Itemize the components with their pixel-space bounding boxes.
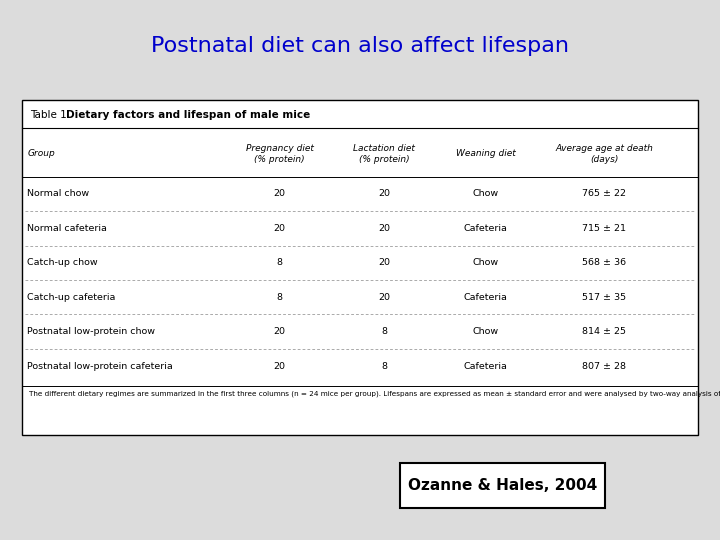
Text: Pregnancy diet
(% protein): Pregnancy diet (% protein) — [246, 144, 313, 164]
Text: 20: 20 — [274, 362, 285, 370]
Text: Dietary factors and lifespan of male mice: Dietary factors and lifespan of male mic… — [66, 110, 310, 120]
Text: Normal chow: Normal chow — [27, 190, 89, 198]
Text: 517 ± 35: 517 ± 35 — [582, 293, 626, 302]
Text: 807 ± 28: 807 ± 28 — [582, 362, 626, 370]
Text: 20: 20 — [379, 190, 390, 198]
Text: Cafeteria: Cafeteria — [464, 362, 508, 370]
Text: 20: 20 — [274, 327, 285, 336]
Text: 8: 8 — [276, 293, 282, 302]
Text: Chow: Chow — [473, 258, 499, 267]
Text: Catch-up cafeteria: Catch-up cafeteria — [27, 293, 116, 302]
Text: 8: 8 — [382, 362, 387, 370]
Text: 20: 20 — [379, 258, 390, 267]
Text: 765 ± 22: 765 ± 22 — [582, 190, 626, 198]
Text: Table 1: Table 1 — [30, 110, 71, 120]
Text: The different dietary regimes are summarized in the first three columns (n = 24 : The different dietary regimes are summar… — [29, 390, 720, 397]
Text: 8: 8 — [382, 327, 387, 336]
Text: Postnatal diet can also affect lifespan: Postnatal diet can also affect lifespan — [151, 36, 569, 56]
Text: 20: 20 — [274, 190, 285, 198]
Text: 20: 20 — [379, 293, 390, 302]
Text: 568 ± 36: 568 ± 36 — [582, 258, 626, 267]
Text: Cafeteria: Cafeteria — [464, 293, 508, 302]
Text: Group: Group — [27, 150, 55, 158]
Text: Ozanne & Hales, 2004: Ozanne & Hales, 2004 — [408, 478, 597, 493]
FancyBboxPatch shape — [22, 100, 698, 435]
Text: Average age at death
(days): Average age at death (days) — [555, 144, 653, 164]
Text: 814 ± 25: 814 ± 25 — [582, 327, 626, 336]
Text: Lactation diet
(% protein): Lactation diet (% protein) — [354, 144, 415, 164]
Text: Postnatal low-protein chow: Postnatal low-protein chow — [27, 327, 156, 336]
Text: Cafeteria: Cafeteria — [464, 224, 508, 233]
Text: Catch-up chow: Catch-up chow — [27, 258, 98, 267]
Text: Chow: Chow — [473, 190, 499, 198]
Text: 715 ± 21: 715 ± 21 — [582, 224, 626, 233]
Text: Normal cafeteria: Normal cafeteria — [27, 224, 107, 233]
Text: Chow: Chow — [473, 327, 499, 336]
Text: 20: 20 — [274, 224, 285, 233]
Text: 20: 20 — [379, 224, 390, 233]
Text: Postnatal low-protein cafeteria: Postnatal low-protein cafeteria — [27, 362, 173, 370]
FancyBboxPatch shape — [400, 463, 605, 508]
Text: Weaning diet: Weaning diet — [456, 150, 516, 158]
Text: 8: 8 — [276, 258, 282, 267]
